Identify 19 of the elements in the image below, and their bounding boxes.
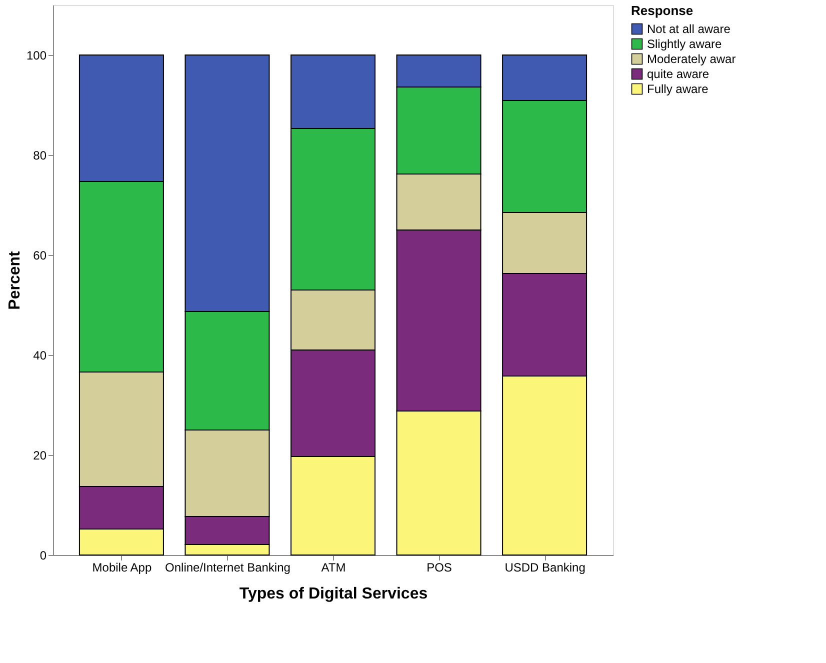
y-tick-label: 0 [40, 548, 47, 562]
legend-label: quite aware [647, 67, 710, 81]
y-tick-label: 100 [26, 48, 47, 62]
x-tick-label: Online/Internet Banking [165, 560, 290, 574]
x-tick-label: POS [426, 560, 452, 574]
y-axis-title: Percent [6, 250, 24, 310]
x-tick-label: Mobile App [92, 560, 152, 574]
legend-title: Response [631, 3, 694, 18]
y-tick-label: 60 [33, 248, 47, 262]
legend-label: Not at all aware [647, 22, 731, 36]
x-axis-title: Types of Digital Services [239, 586, 428, 602]
legend-label: Moderately awar [647, 52, 736, 66]
x-tick-label: ATM [321, 560, 346, 574]
y-tick-label: 20 [33, 448, 47, 462]
legend-label: Slightly aware [647, 37, 722, 51]
y-tick-label: 80 [33, 148, 47, 162]
y-tick-label: 40 [33, 348, 47, 362]
legend-label: Fully aware [647, 82, 709, 96]
x-tick-label: USDD Banking [504, 560, 586, 574]
